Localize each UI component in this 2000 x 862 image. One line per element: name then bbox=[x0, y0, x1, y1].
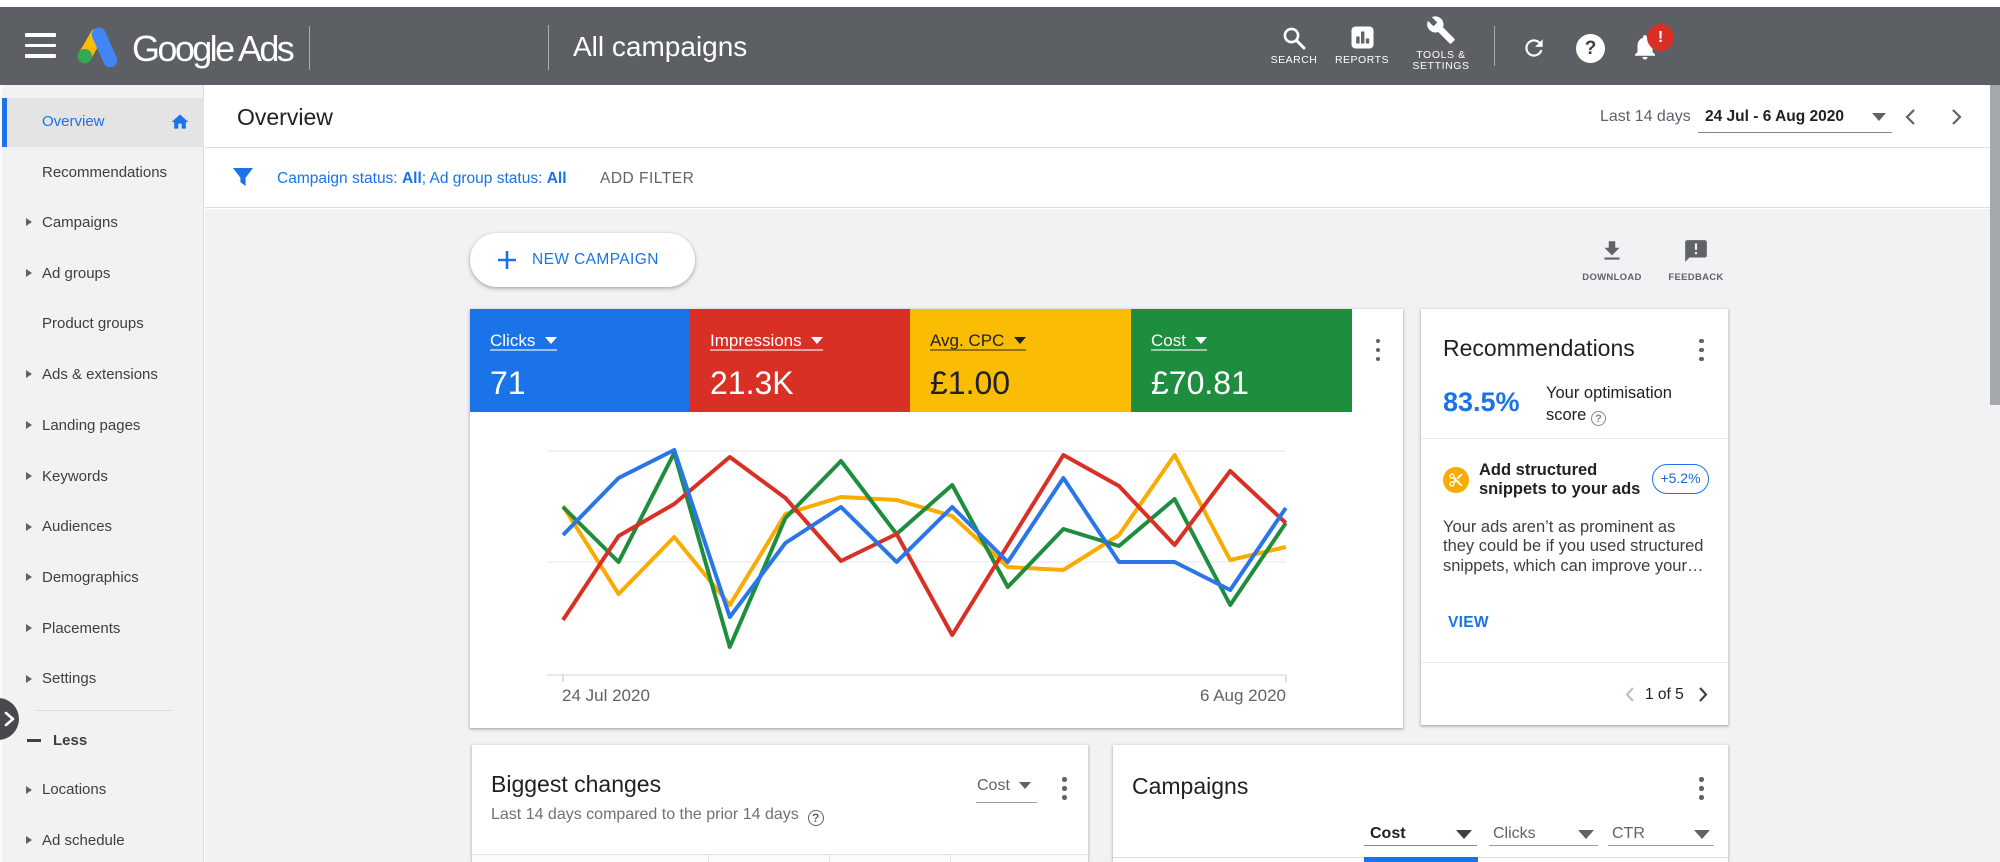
svg-text:24 Jul 2020: 24 Jul 2020 bbox=[562, 686, 650, 705]
svg-text:6 Aug 2020: 6 Aug 2020 bbox=[1200, 686, 1286, 705]
